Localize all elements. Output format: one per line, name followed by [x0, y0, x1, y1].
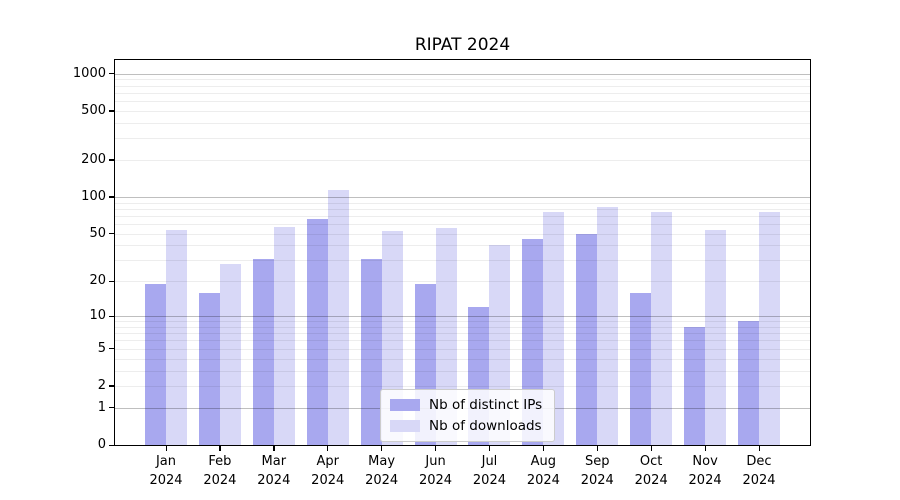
y-tick-mark: [109, 110, 114, 112]
x-tick-mark: [327, 446, 329, 451]
y-tick-label: 2: [97, 377, 106, 393]
x-tick-label-aug: Aug 2024: [526, 454, 560, 488]
bar-downloads-jan: [166, 229, 187, 445]
bar-ips-apr: [306, 219, 328, 445]
y-tick-label: 20: [89, 273, 106, 289]
y-tick-mark: [109, 159, 114, 161]
y-tick-mark: [109, 73, 114, 75]
x-tick-mark: [435, 446, 437, 451]
y-tick-mark: [109, 407, 114, 409]
y-tick-mark: [109, 385, 114, 387]
legend: Nb of distinct IPs Nb of downloads: [380, 389, 556, 442]
x-tick-mark: [704, 446, 706, 451]
bar-ips-may: [360, 258, 382, 445]
x-tick-mark: [219, 446, 221, 451]
bar-ips-jan: [145, 284, 166, 445]
x-tick-label-mar: Mar 2024: [257, 454, 291, 488]
y-tick-label: 1: [97, 399, 106, 415]
x-tick-mark: [650, 446, 652, 451]
y-tick-label: 100: [81, 188, 106, 204]
x-tick-mark: [758, 446, 760, 451]
y-tick-label: 1000: [72, 65, 106, 81]
y-tick-label: 5: [97, 340, 106, 356]
bar-downloads-mar: [273, 226, 295, 445]
legend-label-distinct-ips: Nb of distinct IPs: [429, 397, 543, 413]
x-tick-mark: [381, 446, 383, 451]
y-tick-label: 10: [89, 308, 106, 324]
bar-downloads-aug: [543, 212, 565, 445]
bar-ips-dec: [738, 321, 759, 445]
legend-item-downloads: Nb of downloads: [390, 418, 542, 434]
x-tick-label-oct: Oct 2024: [634, 454, 668, 488]
x-tick-label-dec: Dec 2024: [742, 454, 776, 488]
y-tick-label: 50: [89, 225, 106, 241]
legend-swatch-distinct-ips-icon: [390, 399, 420, 411]
bars-layer: [115, 60, 810, 445]
legend-item-distinct-ips: Nb of distinct IPs: [390, 397, 542, 413]
x-tick-mark: [596, 446, 598, 451]
bar-downloads-apr: [327, 189, 349, 445]
x-tick-label-may: May 2024: [365, 454, 399, 488]
y-tick-mark: [109, 348, 114, 350]
x-tick-label-jan: Jan 2024: [149, 454, 183, 488]
x-tick-label-sep: Sep 2024: [580, 454, 614, 488]
legend-label-downloads: Nb of downloads: [429, 418, 542, 434]
x-tick-label-feb: Feb 2024: [203, 454, 237, 488]
x-tick-mark: [273, 446, 275, 451]
x-tick-mark: [542, 446, 545, 451]
bar-downloads-sep: [597, 206, 619, 445]
bar-ips-mar: [252, 258, 274, 445]
x-tick-label-jun: Jun 2024: [418, 454, 453, 488]
y-tick-label: 500: [81, 102, 106, 118]
bar-downloads-dec: [759, 212, 780, 445]
y-tick-label: 200: [81, 151, 106, 167]
x-tick-label-jul: Jul 2024: [472, 454, 506, 488]
y-tick-label: 0: [97, 437, 106, 452]
chart-title: RIPAT 2024: [414, 35, 511, 55]
bar-downloads-oct: [651, 212, 673, 445]
bar-ips-oct: [630, 292, 652, 445]
legend-swatch-downloads-icon: [390, 420, 420, 432]
x-tick-mark: [165, 446, 167, 451]
bar-downloads-nov: [705, 229, 727, 445]
y-tick-mark: [109, 315, 114, 317]
x-tick-label-nov: Nov 2024: [688, 454, 722, 488]
bar-ips-sep: [576, 233, 598, 445]
bar-ips-feb: [198, 292, 220, 445]
x-tick-label-apr: Apr 2024: [311, 454, 345, 488]
bar-downloads-feb: [219, 264, 241, 445]
plot-area: Nb of distinct IPs Nb of downloads: [114, 59, 811, 446]
y-tick-mark: [109, 444, 114, 446]
y-tick-mark: [109, 280, 114, 283]
bar-ips-nov: [684, 326, 706, 445]
y-tick-mark: [109, 196, 114, 198]
x-tick-mark: [488, 446, 491, 451]
y-tick-mark: [109, 233, 114, 235]
